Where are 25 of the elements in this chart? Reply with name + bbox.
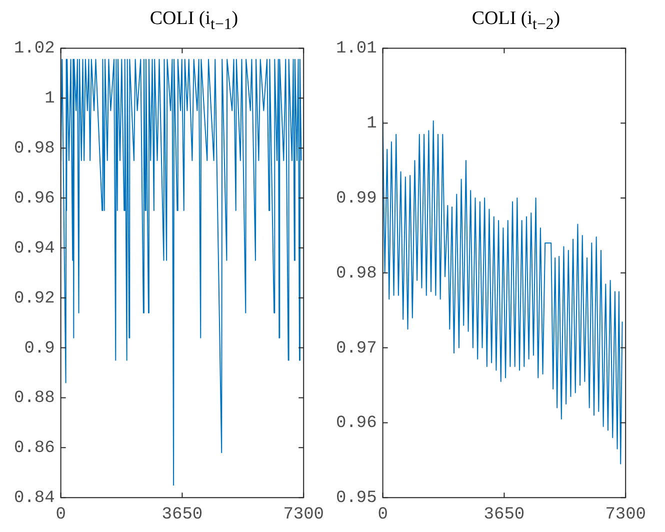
y-tick-label: 1.01	[336, 40, 377, 59]
y-tick-label: 0.98	[336, 264, 377, 284]
y-tick-label: 0.88	[14, 389, 55, 408]
y-tick-label: 0.9	[24, 339, 55, 358]
x-tick-label: 7300	[605, 505, 646, 524]
y-tick-label: 0.99	[336, 190, 377, 208]
y-tick-label: 0.97	[336, 339, 377, 358]
y-tick-label: 0.98	[14, 140, 55, 159]
y-tick-label: 1	[366, 114, 377, 134]
y-tick-label: 0.94	[14, 239, 55, 258]
x-tick-label: 0	[378, 505, 388, 524]
x-tick-label: 0	[56, 505, 66, 524]
y-tick-label: 1	[44, 90, 55, 109]
y-tick-label: 0.96	[14, 190, 55, 208]
x-tick-label: 3650	[162, 505, 203, 524]
y-tick-label: 0.96	[336, 414, 377, 434]
y-tick-label: 0.92	[14, 289, 55, 308]
y-tick-label: 1.02	[14, 40, 55, 59]
chart-title: COLI (i$_{t−2}$)	[470, 8, 562, 33]
y-tick-label: 0.95	[336, 489, 377, 508]
y-tick-label: 0.86	[14, 439, 55, 458]
x-tick-label: 3650	[484, 505, 525, 524]
x-tick-label: 7300	[283, 505, 324, 524]
y-tick-label: 0.84	[14, 489, 55, 508]
chart-title: COLI (i$_{t−1}$)	[148, 8, 240, 33]
